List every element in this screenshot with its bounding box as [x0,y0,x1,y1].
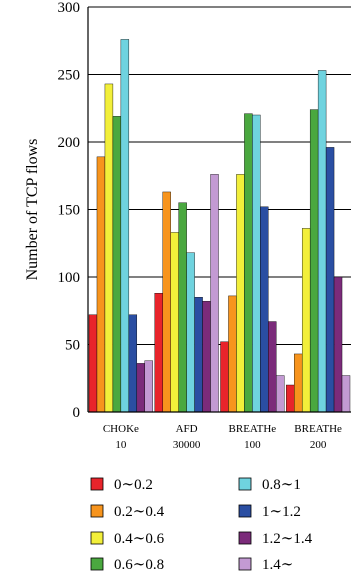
legend-label: 0.6∼0.8 [114,557,164,573]
bar [112,116,122,413]
legend-item: 1.2∼1.4 [238,531,313,547]
bar [228,295,237,413]
bar [128,314,138,413]
legend-swatch [238,477,252,491]
legend-swatch [90,531,104,545]
bar [220,341,229,413]
x-category-label-line2: 100 [244,439,261,451]
legend-label: 0.8∼1 [262,477,301,493]
bar [186,252,195,413]
y-tick-label: 250 [58,68,81,84]
legend-label: 0.4∼0.6 [114,531,165,547]
bar [244,113,253,413]
bar [317,70,327,413]
bar [333,276,343,413]
bar [178,202,187,413]
bar [162,191,171,413]
x-category-label-line1: CHOKe [103,423,139,435]
bar [286,384,295,413]
x-category-label-line2: 200 [310,439,327,451]
legend-item: 0.2∼0.4 [90,504,165,520]
legend-item: 1.4∼ [238,557,293,573]
legend-swatch [238,504,252,518]
x-category-labels: CHOKe 10 AFD 30000 BREATHe 100 BREATHe 200 [103,423,342,451]
bar [276,375,285,413]
legend-swatch [90,504,104,518]
bar [252,114,261,413]
y-tick-label: 100 [58,270,81,286]
axes [87,7,351,413]
legend-item: 0∼0.2 [90,477,153,493]
legend-label: 1.4∼ [262,557,293,573]
bar [136,363,145,413]
legend-label: 1.2∼1.4 [262,531,313,547]
bar [120,39,130,413]
bar [96,156,106,413]
legend-swatch [238,531,252,545]
legend-item: 0.4∼0.6 [90,531,165,547]
bar [268,321,277,413]
bar [325,147,335,413]
legend-swatch [90,557,104,571]
legend-label: 1∼1.2 [262,504,301,520]
bar [144,360,153,413]
bar [236,174,245,413]
bar [309,109,319,413]
bar [170,232,179,413]
x-category-label-line2: 10 [115,439,127,451]
y-tick-label: 0 [73,405,81,421]
x-category-label-line2: 30000 [173,439,201,451]
x-category-label-line1: AFD [176,423,198,435]
bar [341,375,351,413]
legend-item: 0.8∼1 [238,477,301,493]
y-axis-label: Number of TCP flows [24,139,41,281]
bar [260,206,269,413]
bar [210,174,219,413]
x-category-label-line1: BREATHe [294,423,342,435]
y-tick-label: 50 [65,338,80,354]
bar [301,228,311,413]
bar [294,353,303,413]
bar [194,297,203,413]
legend: 0∼0.2 0.2∼0.4 0.4∼0.6 0.6∼0.8 0.8∼1 1∼1.2 1.2∼… [90,477,313,573]
legend-swatch [238,557,252,571]
y-tick-label: 150 [58,203,81,219]
x-category-label-line1: BREATHe [229,423,277,435]
legend-swatch [90,477,104,491]
legend-item: 1∼1.2 [238,504,301,520]
bar [202,301,211,413]
y-tick-label: 300 [58,0,81,16]
bar [154,293,163,413]
bar [88,314,98,413]
legend-label: 0∼0.2 [114,477,153,493]
legend-item: 0.6∼0.8 [90,557,164,573]
legend-label: 0.2∼0.4 [114,504,165,520]
y-tick-labels: 0 50 100 150 200 250 300 [58,0,81,421]
bars [88,39,351,413]
y-tick-label: 200 [58,135,81,151]
bar [104,83,114,413]
